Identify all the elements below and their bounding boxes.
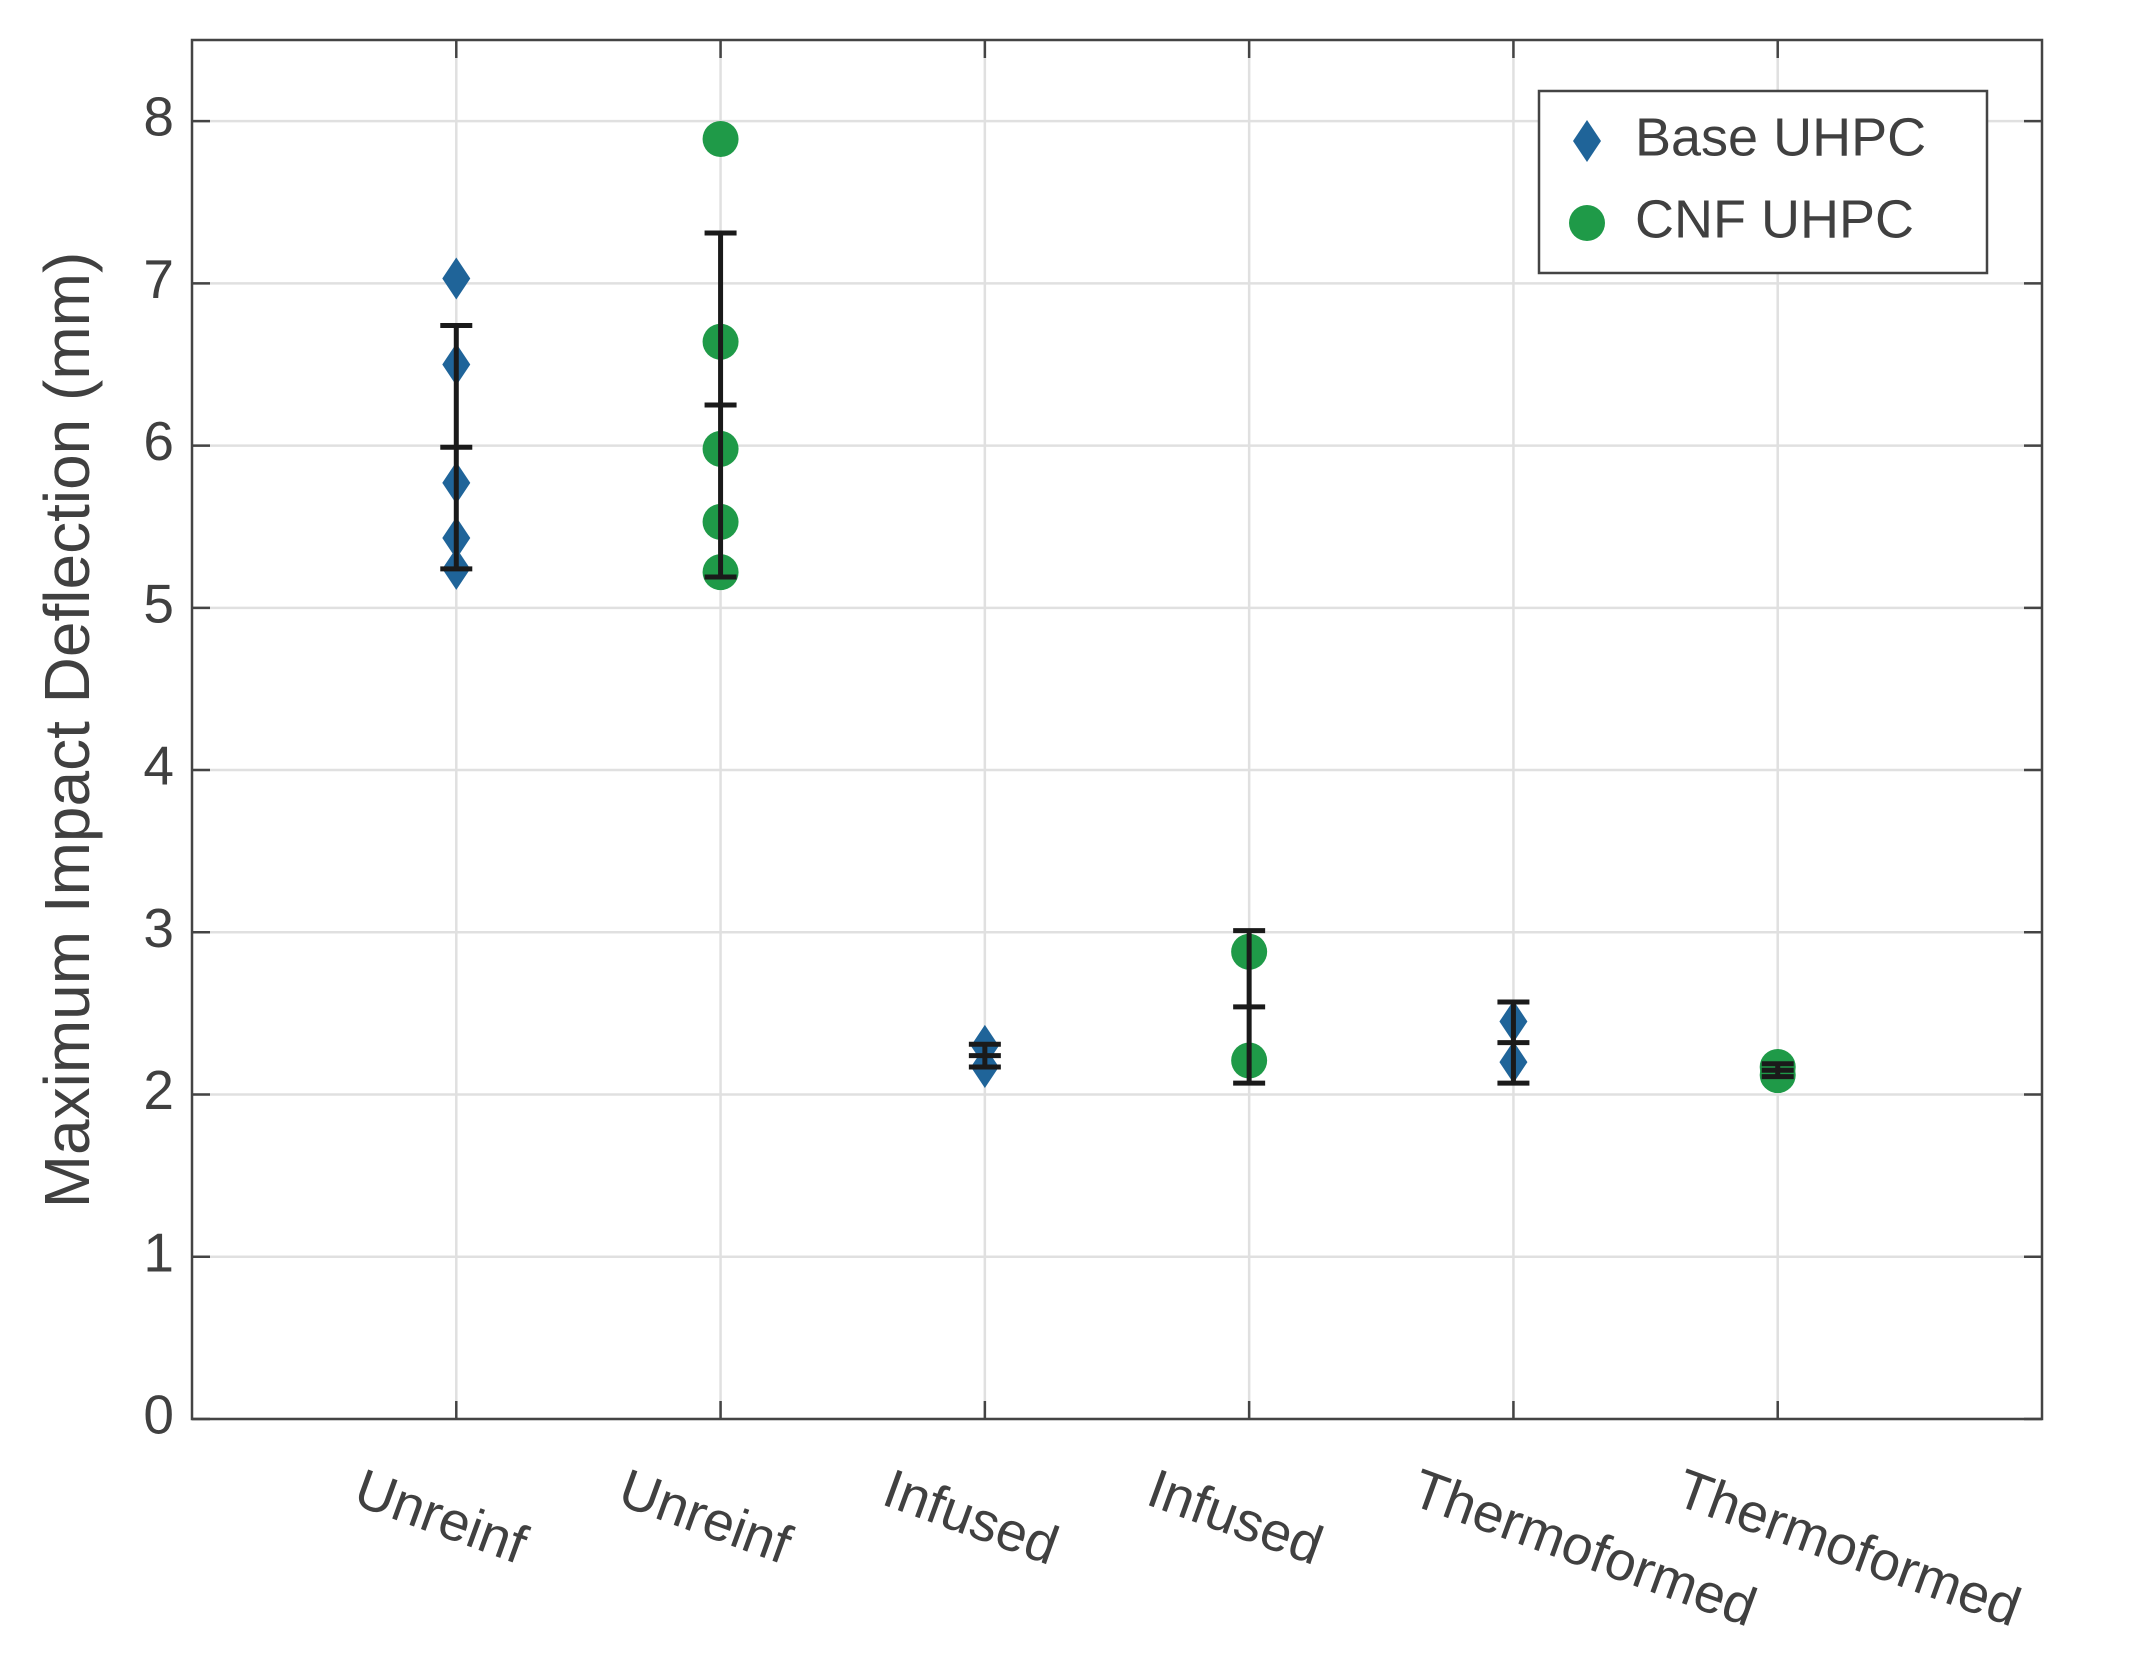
y-tick-label: 6 <box>143 410 174 472</box>
y-tick-label: 7 <box>143 248 174 310</box>
legend-box <box>1537 89 1989 275</box>
error-bar <box>1761 1061 1794 1080</box>
data-point <box>702 120 739 157</box>
error-bar <box>1233 928 1266 1086</box>
legend-label: CNF UHPC <box>1635 189 1914 249</box>
error-bar <box>1497 999 1530 1086</box>
y-tick-label: 8 <box>143 86 174 148</box>
y-tick-label: 0 <box>143 1384 174 1446</box>
plot-frame <box>190 38 2044 1421</box>
error-bar <box>704 230 737 580</box>
y-tick-label: 3 <box>143 897 174 959</box>
error-bar <box>968 1041 1001 1070</box>
legend-marker <box>1569 205 1605 241</box>
y-axis-label: Maximum Impact Deflection (mm) <box>31 252 103 1209</box>
data-point <box>442 257 471 300</box>
y-tick-label: 1 <box>143 1221 174 1283</box>
y-tick-label: 2 <box>143 1059 174 1121</box>
y-tick-label: 5 <box>143 572 174 634</box>
legend-marker <box>1573 120 1601 162</box>
legend-label: Base UHPC <box>1635 107 1926 167</box>
error-bar <box>440 323 473 572</box>
y-tick-label: 4 <box>143 735 174 797</box>
